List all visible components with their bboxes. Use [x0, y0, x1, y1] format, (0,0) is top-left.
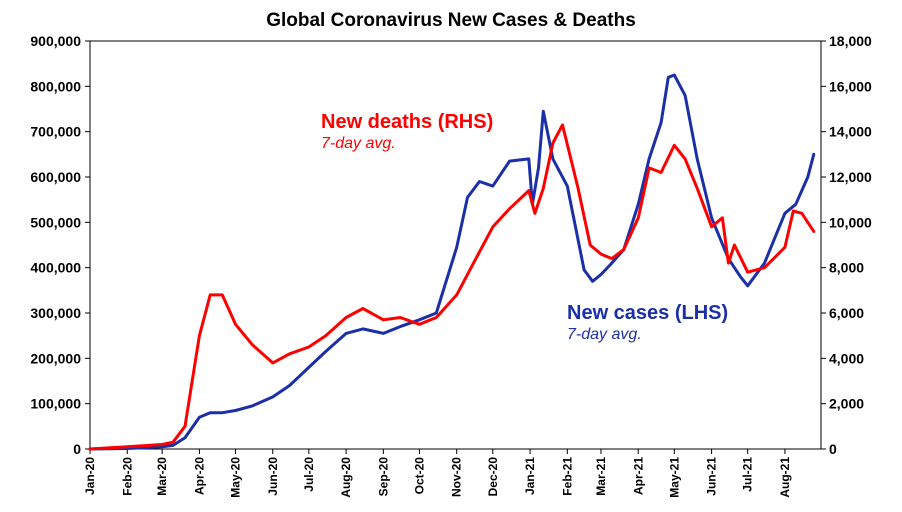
- right-tick-label: 18,000: [829, 33, 872, 49]
- x-tick-label: Feb-21: [560, 457, 574, 496]
- x-tick-label: Aug-21: [778, 457, 792, 498]
- left-tick-label: 200,000: [30, 350, 81, 366]
- plot-frame: [89, 40, 822, 450]
- x-tick-label: Aug-20: [339, 457, 353, 498]
- left-tick-label: 400,000: [30, 260, 81, 276]
- right-tick-label: 2,000: [829, 396, 864, 412]
- x-tick-label: Jun-21: [705, 457, 719, 496]
- right-tick-label: 8,000: [829, 260, 864, 276]
- x-tick-label: May-21: [667, 457, 681, 498]
- x-tick-label: Jul-21: [741, 457, 755, 492]
- right-tick-label: 6,000: [829, 305, 864, 321]
- x-tick-label: Jan-21: [523, 457, 537, 495]
- x-tick-label: Sep-20: [376, 457, 390, 497]
- x-tick-label: Mar-20: [155, 457, 169, 496]
- cases-sublabel: 7-day avg.: [567, 326, 642, 343]
- x-tick-label: Apr-20: [192, 457, 206, 495]
- deaths-line: [88, 123, 816, 451]
- deaths-sublabel: 7-day avg.: [321, 135, 396, 152]
- x-tick-label: Feb-20: [120, 457, 134, 496]
- cases-label: New cases (LHS): [567, 302, 728, 324]
- right-axis: 0 2,000 4,000 6,000 8,000 10,000 12,000 14,000 1…: [821, 33, 872, 457]
- left-tick-label: 600,000: [30, 169, 81, 185]
- left-tick-label: 100,000: [30, 396, 81, 412]
- x-tick-label: Jun-20: [266, 457, 280, 496]
- right-tick-label: 16,000: [829, 78, 872, 94]
- left-tick-label: 700,000: [30, 124, 81, 140]
- left-tick-label: 0: [73, 441, 81, 457]
- x-tick-label: Nov-20: [450, 457, 464, 497]
- left-tick-label: 300,000: [30, 305, 81, 321]
- x-tick-label: Apr-21: [631, 457, 645, 495]
- x-tick-label: May-20: [228, 457, 242, 498]
- chart-title: Global Coronavirus New Cases & Deaths: [266, 10, 636, 31]
- right-tick-label: 4,000: [829, 350, 864, 366]
- left-tick-label: 800,000: [30, 78, 81, 94]
- right-tick-label: 10,000: [829, 214, 872, 230]
- x-tick-label: Mar-21: [594, 457, 608, 496]
- left-axis: 0 100,000 200,000 300,000 400,000 500,000 600,…: [30, 33, 90, 457]
- x-axis: Jan-20 Feb-20 Mar-20 Apr-20 May-20 Jun-20 Jul-…: [83, 449, 792, 498]
- x-tick-label: Oct-20: [412, 457, 426, 495]
- left-tick-label: 500,000: [30, 214, 81, 230]
- cases-line: [88, 73, 816, 451]
- right-tick-label: 14,000: [829, 124, 872, 140]
- deaths-label: New deaths (RHS): [321, 111, 493, 133]
- x-tick-label: Jul-20: [302, 457, 316, 492]
- x-tick-label: Dec-20: [486, 457, 500, 497]
- x-tick-label: Jan-20: [83, 457, 97, 495]
- series-group: [88, 73, 816, 451]
- right-tick-label: 0: [829, 441, 837, 457]
- right-tick-label: 12,000: [829, 169, 872, 185]
- left-tick-label: 900,000: [30, 33, 81, 49]
